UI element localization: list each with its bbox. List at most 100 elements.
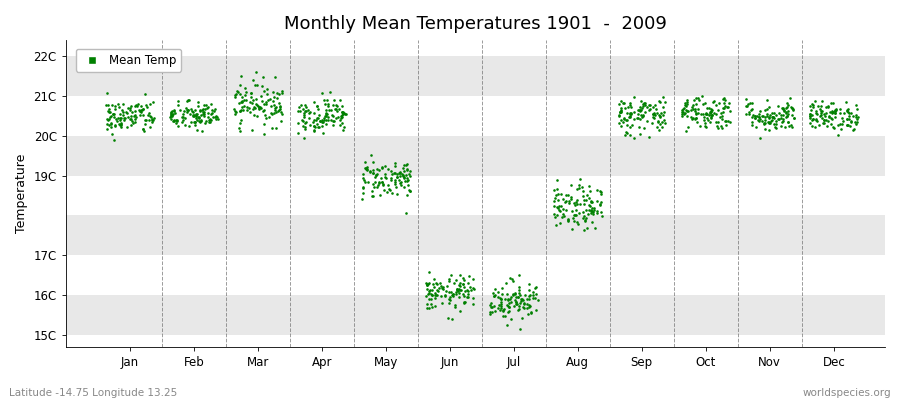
Point — [706, 110, 721, 116]
Point — [435, 284, 449, 291]
Point — [128, 112, 142, 118]
Point — [418, 280, 433, 286]
Point — [570, 197, 584, 203]
Point — [487, 293, 501, 300]
Point — [461, 280, 475, 287]
Point — [188, 121, 202, 128]
Point — [825, 109, 840, 116]
Point — [307, 99, 321, 105]
Point — [197, 102, 211, 108]
Point — [317, 117, 331, 123]
Point — [847, 125, 861, 132]
Point — [846, 127, 860, 133]
Point — [194, 128, 209, 134]
Point — [110, 117, 124, 124]
Point — [141, 110, 156, 116]
Point — [616, 100, 630, 106]
Point — [699, 110, 714, 117]
Point — [814, 112, 829, 118]
Point — [233, 128, 248, 134]
Point — [623, 113, 637, 119]
Point — [177, 122, 192, 128]
Point — [520, 300, 535, 307]
Point — [752, 135, 767, 142]
Point — [508, 294, 523, 300]
Point — [230, 88, 245, 94]
Point — [569, 212, 583, 218]
Point — [273, 100, 287, 106]
Point — [492, 295, 507, 301]
Point — [565, 214, 580, 221]
Point — [182, 123, 196, 130]
Point — [686, 102, 700, 108]
Point — [676, 108, 690, 115]
Point — [680, 97, 694, 104]
Point — [460, 294, 474, 301]
Point — [780, 111, 795, 118]
Point — [649, 105, 663, 112]
Point — [189, 127, 203, 133]
Point — [321, 106, 336, 113]
Point — [131, 107, 146, 113]
Point — [461, 291, 475, 298]
Point — [171, 97, 185, 104]
Point — [837, 110, 851, 116]
Point — [273, 103, 287, 110]
Point — [229, 108, 243, 115]
Point — [453, 308, 467, 314]
Point — [698, 100, 713, 106]
Point — [584, 198, 598, 205]
Point — [374, 164, 389, 170]
Point — [333, 116, 347, 123]
Point — [204, 107, 219, 114]
Point — [585, 218, 599, 225]
Point — [169, 117, 184, 123]
Point — [769, 112, 783, 118]
Point — [569, 199, 583, 205]
Point — [103, 109, 117, 115]
Point — [372, 179, 386, 186]
Point — [446, 290, 460, 297]
Point — [585, 205, 599, 211]
Point — [164, 108, 178, 115]
Point — [313, 118, 328, 124]
Point — [146, 98, 160, 105]
Point — [102, 116, 116, 123]
Point — [100, 90, 114, 96]
Point — [124, 116, 139, 122]
Point — [395, 172, 410, 178]
Point — [423, 291, 437, 297]
Point — [613, 105, 627, 111]
Point — [367, 179, 382, 185]
Point — [457, 299, 472, 306]
Point — [772, 109, 787, 116]
Point — [832, 122, 846, 128]
Point — [570, 201, 584, 207]
Point — [711, 124, 725, 131]
Point — [307, 123, 321, 130]
Point — [590, 210, 604, 216]
Point — [617, 132, 632, 138]
Point — [164, 110, 178, 116]
Point — [176, 117, 190, 123]
Point — [113, 110, 128, 117]
Point — [252, 104, 266, 110]
Point — [513, 300, 527, 307]
Point — [134, 103, 148, 109]
Point — [700, 116, 715, 123]
Point — [130, 101, 145, 108]
Point — [133, 108, 148, 114]
Point — [561, 192, 575, 198]
Point — [325, 121, 339, 128]
Point — [814, 113, 828, 119]
Point — [125, 118, 140, 124]
Point — [752, 111, 766, 117]
Point — [237, 103, 251, 109]
Point — [422, 305, 436, 312]
Point — [274, 111, 289, 117]
Point — [614, 109, 628, 116]
Point — [500, 322, 514, 328]
Point — [189, 115, 203, 121]
Point — [403, 172, 418, 179]
Legend: Mean Temp: Mean Temp — [76, 49, 181, 72]
